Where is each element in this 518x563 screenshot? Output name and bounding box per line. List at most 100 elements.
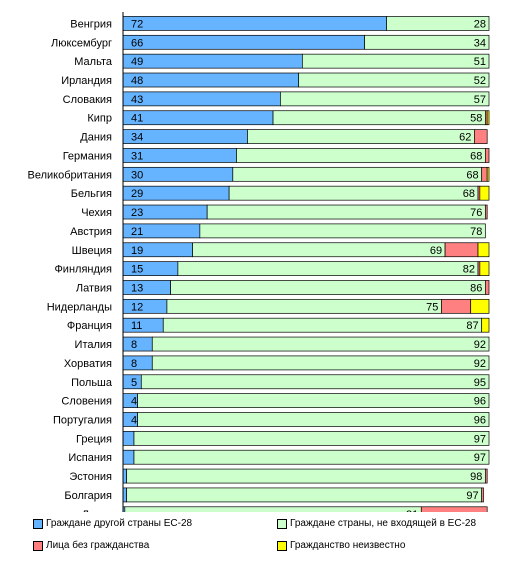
bar-segment xyxy=(140,374,490,390)
bar-segment xyxy=(484,280,490,295)
category-label: Латвия xyxy=(76,282,112,294)
data-label: 57 xyxy=(474,94,486,106)
data-label: 5 xyxy=(131,377,137,389)
legend-item-stateless: Лица без гражданства xyxy=(33,540,149,551)
bar-segment xyxy=(441,298,472,314)
data-label: 31 xyxy=(131,150,143,162)
category-label: Испания xyxy=(68,452,112,464)
data-label: 68 xyxy=(470,150,482,162)
bar-segment xyxy=(170,280,486,295)
data-label: 21 xyxy=(131,226,143,238)
bar-segment xyxy=(474,129,488,144)
category-label: Хорватия xyxy=(64,358,112,370)
bar-segment xyxy=(192,242,446,258)
data-label: 87 xyxy=(466,320,478,332)
chart: Венгрия 72 28 Люксембург 66 34 Мальта 49 51 Ирлан… xyxy=(28,12,490,512)
data-label: 92 xyxy=(474,339,486,351)
data-label: 68 xyxy=(463,188,475,200)
legend-swatch-eu xyxy=(33,518,43,529)
category-label: Португалия xyxy=(53,414,112,426)
data-label: 4 xyxy=(131,414,137,426)
data-label: 23 xyxy=(131,207,143,219)
legend-label-eu: Граждане другой страны ЕС-28 xyxy=(46,518,193,529)
bar-segment xyxy=(272,110,486,126)
category-label: Литва xyxy=(82,509,113,512)
data-label: 30 xyxy=(131,169,143,181)
data-label: 75 xyxy=(426,301,438,313)
bar-segment xyxy=(228,185,479,201)
data-label: 15 xyxy=(131,264,143,276)
bar-segment xyxy=(122,449,135,465)
data-label: 12 xyxy=(131,301,143,313)
category-label: Словения xyxy=(61,396,112,408)
bar-segment xyxy=(484,468,488,484)
bar-segment xyxy=(177,261,479,276)
bar-segment xyxy=(151,336,490,352)
bar-segment xyxy=(481,487,484,503)
bar-segment xyxy=(122,72,300,88)
legend-swatch-stateless xyxy=(33,540,43,551)
bar-segment xyxy=(122,487,128,503)
data-label: 72 xyxy=(131,18,143,30)
category-label: Италия xyxy=(75,339,113,351)
data-label: 58 xyxy=(470,113,482,125)
category-label: Франция xyxy=(67,320,112,332)
category-label: Великобритания xyxy=(28,169,113,181)
category-label: Австрия xyxy=(70,226,112,238)
data-label: 68 xyxy=(466,169,478,181)
category-label: Кипр xyxy=(87,113,112,125)
bar-segment xyxy=(420,506,488,512)
bar-segment xyxy=(122,431,135,446)
bar-segment xyxy=(122,336,153,352)
legend-item-non-eu: Граждане страны, не входящей в ЕС-28 xyxy=(277,518,476,529)
bar-segment xyxy=(481,317,490,333)
category-label: Бельгия xyxy=(71,188,112,200)
bar-segment xyxy=(477,242,490,258)
bar-segment xyxy=(122,506,126,512)
data-label: 34 xyxy=(474,37,486,49)
bar-segment xyxy=(479,185,490,201)
bar-segment xyxy=(280,91,490,107)
data-label: 76 xyxy=(470,207,482,219)
bar-segment xyxy=(151,355,490,371)
category-label: Болгария xyxy=(64,490,112,502)
legend-label-non-eu: Граждане страны, не входящей в ЕС-28 xyxy=(290,518,477,529)
bar-segment xyxy=(486,110,490,126)
bar-segment xyxy=(247,129,475,144)
data-label: 19 xyxy=(131,245,143,257)
bar-segment xyxy=(199,223,486,239)
data-label: 78 xyxy=(470,226,482,238)
data-label: 97 xyxy=(474,433,486,445)
category-label: Венгрия xyxy=(70,18,112,30)
bar-segment xyxy=(479,261,490,276)
bar-segment xyxy=(166,298,442,314)
category-label: Германия xyxy=(63,150,112,162)
data-label: 52 xyxy=(474,75,486,87)
category-label: Швеция xyxy=(72,245,112,257)
bar-segment xyxy=(298,72,490,88)
data-label: 81 xyxy=(406,509,418,512)
data-label: 8 xyxy=(131,358,137,370)
legend-swatch-unknown xyxy=(277,540,287,551)
legend-label-stateless: Лица без гражданства xyxy=(46,540,150,551)
legend-item-eu: Граждане другой страны ЕС-28 xyxy=(33,518,192,529)
data-label: 11 xyxy=(131,320,142,332)
bar-segment xyxy=(364,34,490,50)
bar-segment xyxy=(124,506,422,512)
data-label: 98 xyxy=(470,471,482,483)
data-label: 96 xyxy=(474,414,486,426)
data-label: 97 xyxy=(466,490,478,502)
category-label: Финляндия xyxy=(54,264,112,276)
category-label: Греция xyxy=(76,433,112,445)
data-label: 41 xyxy=(131,113,143,125)
data-label: 8 xyxy=(131,339,137,351)
bar-segment xyxy=(301,53,490,69)
data-label: 34 xyxy=(131,132,143,144)
bar-segment xyxy=(486,166,490,182)
category-label: Дания xyxy=(80,132,112,144)
data-label: 29 xyxy=(131,188,143,200)
data-label: 92 xyxy=(474,358,486,370)
bar-segment xyxy=(444,242,479,258)
data-label: 69 xyxy=(430,245,442,257)
data-label: 66 xyxy=(131,37,143,49)
